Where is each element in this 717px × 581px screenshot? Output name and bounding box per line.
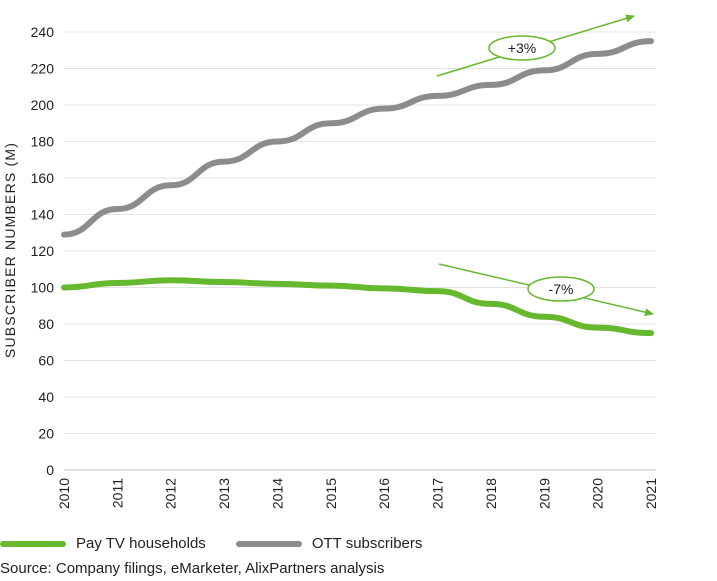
y-axis-label: SUBSCRIBER NUMBERS (M) (2, 142, 18, 358)
trend-badge-ott (488, 35, 556, 61)
y-tick-label: 40 (38, 389, 54, 405)
gridlines (64, 31, 656, 471)
legend-item-pay-tv: Pay TV households (0, 535, 206, 552)
legend-swatch-ott (235, 540, 302, 547)
x-axis-ticks: 2010 2011 2012 2013 2014 2015 2016 2017 2018 2019… (56, 478, 659, 509)
y-tick-label: 20 (38, 426, 54, 442)
trend-badge-pay-tv (527, 276, 595, 302)
y-tick-label: 200 (31, 97, 55, 113)
y-tick-label: 120 (31, 243, 55, 259)
legend-label-ott: OTT subscribers (311, 535, 423, 552)
y-tick-label: 220 (31, 61, 55, 77)
source-note: Source: Company filings, eMarketer, Alix… (0, 560, 385, 577)
legend-label-pay-tv: Pay TV households (76, 535, 206, 552)
x-tick-label: 2017 (430, 478, 446, 509)
y-tick-label: 180 (31, 134, 55, 150)
y-tick-label: 160 (31, 170, 55, 186)
y-tick-label: 60 (38, 353, 54, 369)
legend-swatch-pay-tv (0, 540, 66, 547)
y-tick-label: 240 (31, 24, 55, 40)
x-tick-label: 2020 (590, 478, 606, 509)
x-tick-label: 2016 (376, 478, 392, 509)
y-tick-label: 0 (46, 462, 54, 478)
x-tick-label: 2010 (56, 478, 72, 509)
y-axis-ticks: 0 20 40 60 80 100 120 140 160 180 200 220 240 (31, 24, 55, 478)
series-line-pay-tv (61, 277, 654, 337)
x-tick-label: 2019 (536, 478, 552, 509)
x-tick-label: 2014 (269, 478, 285, 509)
x-tick-label: 2013 (216, 478, 232, 509)
series-line-ott (61, 38, 654, 238)
x-tick-label: 2018 (483, 478, 499, 509)
trend-annotations: +3% -7% (436, 14, 654, 317)
legend-item-ott: OTT subscribers (235, 535, 423, 552)
x-tick-label: 2012 (163, 478, 179, 509)
x-tick-label: 2015 (323, 478, 339, 509)
y-tick-label: 100 (31, 280, 55, 296)
legend: Pay TV households OTT subscribers (0, 535, 452, 552)
x-tick-label: 2011 (109, 478, 125, 508)
x-tick-label: 2021 (643, 478, 659, 509)
y-tick-label: 80 (38, 316, 54, 332)
trend-label-pay-tv: -7% (549, 281, 574, 297)
y-tick-label: 140 (31, 207, 55, 223)
series-lines (61, 38, 654, 337)
trend-label-ott: +3% (508, 40, 536, 56)
